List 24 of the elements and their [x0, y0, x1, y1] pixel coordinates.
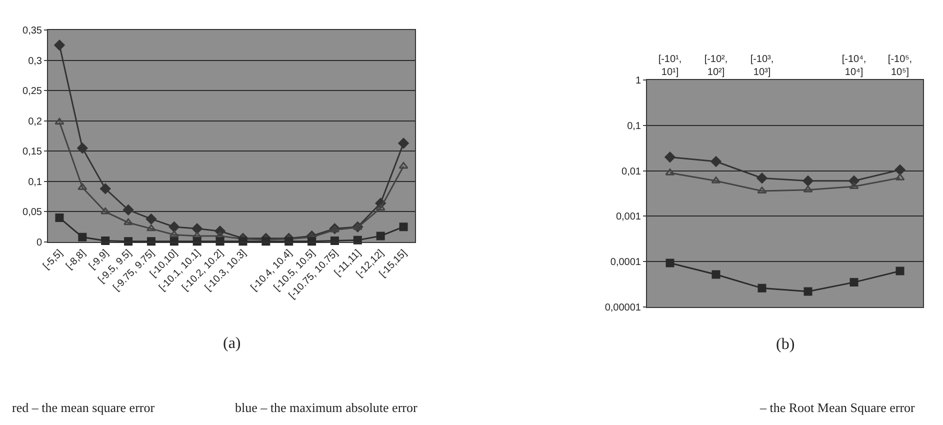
text: (a) [223, 335, 241, 352]
y-tick-label: 0,001 [616, 212, 642, 223]
x-tick-label: [-10³, 10³] [750, 54, 774, 78]
y-tick-label: 0,35 [22, 26, 42, 36]
y-tick-label: 0,0001 [610, 257, 642, 268]
y-tick-label: 0,01 [622, 166, 642, 178]
y-tick-label: 0,3 [28, 56, 42, 67]
y-tick-label: 0 [36, 238, 42, 248]
y-tick-label: 0,1 [627, 120, 642, 132]
y-tick-label: 0,2 [28, 116, 42, 128]
text: blue – the maximum absolute error [235, 400, 418, 416]
y-tick-label: 0,00001 [604, 302, 642, 314]
text: red – the mean square error [12, 400, 155, 416]
x-tick-label: [-10⁵, 10⁵] [888, 54, 912, 78]
text: – the Root Mean Square error [760, 400, 915, 416]
y-tick-label: 0,25 [22, 86, 42, 98]
y-tick-label: 0,05 [22, 207, 42, 218]
y-tick-label: 0,15 [22, 146, 42, 158]
x-tick-label: [-10², 10²] [704, 54, 728, 78]
x-tick-label: [-10⁴, 10⁴] [842, 54, 866, 78]
x-tick-label: [-10¹, 10¹] [658, 54, 682, 78]
text: (b) [776, 336, 795, 353]
y-tick-label: 0,1 [28, 176, 42, 188]
y-tick-label: 1 [635, 76, 642, 86]
